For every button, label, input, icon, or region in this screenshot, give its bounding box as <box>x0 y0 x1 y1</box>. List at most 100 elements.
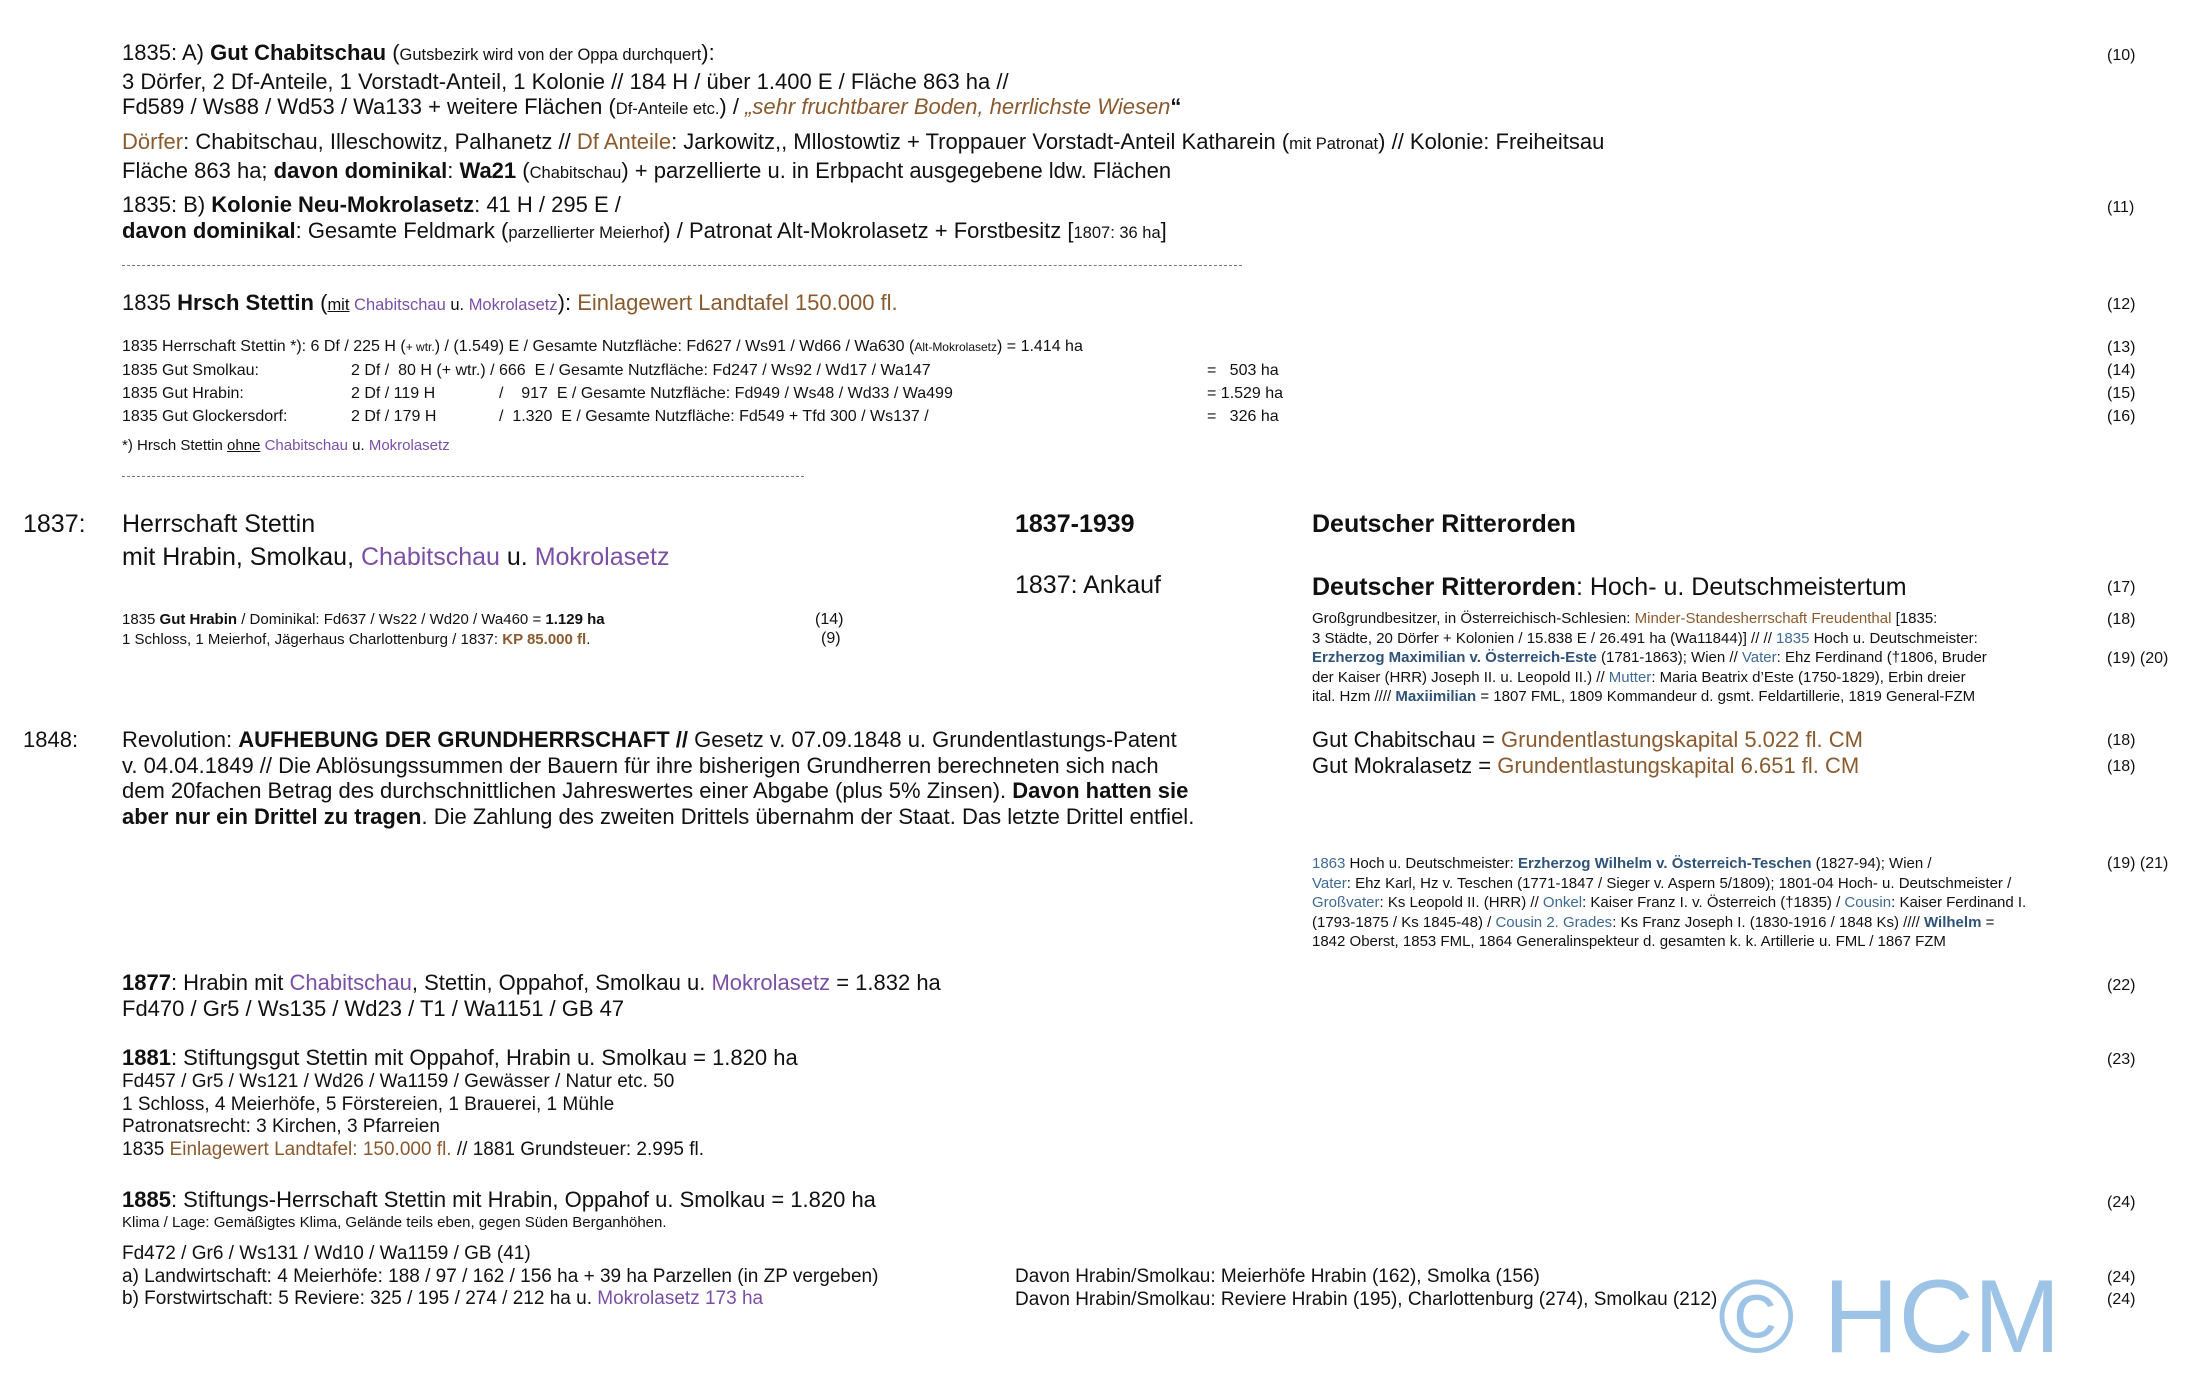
text-segment: Dörfer <box>122 129 184 154</box>
text-line: (1793-1875 / Ks 1845-48) / Cousin 2. Gra… <box>1312 913 2026 933</box>
table-cell: 666 E / Gesamte Nutzfläche: Fd247 / Ws92… <box>499 362 931 379</box>
text-line: Dörfer: Chabitschau, Illeschowitz, Palha… <box>122 129 1604 158</box>
text-line: 1837-1939 <box>1015 508 1135 541</box>
text-segment: b) Forstwirtschaft: 5 Reviere: 325 / 195… <box>122 1288 598 1310</box>
text-segment: : Hoch- u. Deutschmeistertum <box>1575 573 1907 601</box>
text-segment: (1827-94); Wien / <box>1811 855 1932 872</box>
text-segment: 1835 Herrschaft Stettin *): 6 Df / 225 H… <box>122 338 406 355</box>
text-segment: Df Anteile <box>576 129 672 154</box>
text-segment: / Dominikal: Fd637 / Ws22 / Wd20 / Wa460… <box>237 611 546 628</box>
copyright-watermark: © HCM <box>1718 1259 2061 1375</box>
text-segment: 1885 <box>122 1187 171 1212</box>
text-line: a) Landwirtschaft: 4 Meierhöfe: 188 / 97… <box>122 1266 878 1289</box>
text-segment: : Stiftungsgut Stettin mit Oppahof, Hrab… <box>170 1045 798 1070</box>
text-segment: 1.129 ha <box>545 611 605 628</box>
text-line: *) Hrsch Stettin ohne Chabitschau u. Mok… <box>122 436 450 456</box>
text-segment: u. <box>499 543 535 571</box>
text-segment: ( <box>386 40 400 65</box>
ref-number: (14) <box>2107 362 2136 379</box>
text-line: 1881: Stiftungsgut Stettin mit Oppahof, … <box>122 1045 798 1071</box>
text-segment: Wa21 <box>459 157 517 183</box>
section-1885-details: Fd472 / Gr6 / Ws131 / Wd10 / Wa1159 / GB… <box>122 1243 878 1311</box>
section-1835-kolonie: 1835: B) Kolonie Neu-Mokrolasetz: 41 H /… <box>122 192 1167 246</box>
text-segment: Grundentlastungskapital 6.651 fl. CM <box>1497 752 1860 778</box>
section-1877: 1877: Hrabin mit Chabitschau, Stettin, O… <box>122 970 941 1021</box>
text-segment: Einlagewert Landtafel 150.000 fl. <box>577 290 898 315</box>
text-segment: Gesetz v. 07.09.1848 u. Grundentlastungs… <box>687 727 1177 752</box>
table-cell: 1835 Gut Hrabin: <box>122 385 244 402</box>
table-cell: 2 Df / 80 H (+ wtr.) / <box>351 362 495 379</box>
text-segment: Mokrolasetz 173 ha <box>597 1288 764 1310</box>
text-segment: Mokrolasetz <box>368 437 450 454</box>
text-segment: Klima / Lage: Gemäßigtes Klima, Gelände … <box>122 1214 667 1231</box>
text-line: 1 Schloss, 1 Meierhof, Jägerhaus Charlot… <box>122 630 605 650</box>
owner-heading: Deutscher Ritterorden <box>1312 508 1576 541</box>
ref-number: (18) <box>2107 732 2136 749</box>
text-segment: mit Hrabin, Smolkau, <box>122 543 361 571</box>
text-segment: Onkel <box>1542 894 1583 911</box>
text-segment: 1877 <box>122 970 171 995</box>
text-segment: Fd470 / Gr5 / Ws135 / Wd23 / T1 / Wa1151… <box>122 995 625 1021</box>
text-line: 1842 Oberst, 1853 FML, 1864 Generalinspe… <box>1312 932 2026 952</box>
text-segment: : Kaiser Ferdinand I. <box>1891 894 2027 911</box>
text-segment: Chabitschau <box>289 970 412 995</box>
text-segment: Wilhelm <box>1924 913 1982 931</box>
footnote: *) Hrsch Stettin ohne Chabitschau u. Mok… <box>122 436 450 456</box>
text-segment: 1 Schloss, 1 Meierhof, Jägerhaus Charlot… <box>122 630 503 648</box>
text-line: Davon Hrabin/Smolkau: Meierhöfe Hrabin (… <box>1015 1266 1717 1289</box>
text-segment: 1835 <box>122 611 160 628</box>
text-segment: ) / (1.549) E / Gesamte Nutzfläche: Fd62… <box>434 338 915 355</box>
ref-number: (23) <box>2107 1051 2136 1068</box>
text-segment: Fd589 / Ws88 / Wd53 / Wa133 + weitere Fl… <box>122 94 616 119</box>
text-segment: : Ks Franz Joseph I. (1830-1916 / 1848 K… <box>1612 913 1925 931</box>
text-segment: Mokrolasetz <box>534 543 670 571</box>
ref-number: (17) <box>2107 579 2136 596</box>
section-1837-herrschaft: Herrschaft Stettin mit Hrabin, Smolkau, C… <box>122 508 669 574</box>
text-segment: Gut Mokralasetz = <box>1312 752 1498 778</box>
ref-number: (22) <box>2107 977 2136 994</box>
text-segment: Gut Hrabin <box>159 611 238 628</box>
text-segment: 1835: B) <box>122 192 212 217</box>
text-line: Vater: Ehz Karl, Hz v. Teschen (1771-184… <box>1312 874 2026 894</box>
table-1835-gueter: 1835 Gut Smolkau: 2 Df / 80 H (+ wtr.) /6… <box>122 359 1327 428</box>
text-segment: : Jarkowitz,, Mllostowtiz + Troppauer Vo… <box>671 129 1290 154</box>
text-segment: Kolonie Neu-Mokrolasetz <box>211 192 475 217</box>
text-segment: [1835: <box>1891 610 1938 627</box>
text-line: Fläche 863 ha; davon dominikal: Wa21 (Ch… <box>122 158 1604 187</box>
section-1885-klima: Klima / Lage: Gemäßigtes Klima, Gelände … <box>122 1213 667 1233</box>
text-segment: : Hrabin mit <box>170 970 290 995</box>
text-segment: 1807: 36 ha <box>1073 223 1161 242</box>
text-segment: = 1807 FML, 1809 Kommandeur d. gsmt. Fel… <box>1476 688 1976 705</box>
text-segment: (1781-1863); Wien // <box>1596 649 1742 666</box>
text-segment: Mutter <box>1608 668 1652 686</box>
text-segment: 1881 <box>122 1045 171 1070</box>
text-line: Großvater: Ks Leopold II. (HRR) // Onkel… <box>1312 893 2026 913</box>
text-segment: 1835 <box>122 1139 170 1161</box>
text-segment: : Ks Leopold II. (HRR) // <box>1379 894 1543 911</box>
text-segment: ) = 1.414 ha <box>997 338 1083 355</box>
table-cell: = 326 ha <box>1207 408 1279 425</box>
table-row-herrschaft-stettin: 1835 Herrschaft Stettin *): 6 Df / 225 H… <box>122 335 1083 359</box>
text-segment: ) // Kolonie: Freiheitsau <box>1378 129 1605 154</box>
text-line: Fd589 / Ws88 / Wd53 / Wa133 + weitere Fl… <box>122 94 1181 123</box>
text-segment: : Stiftungs-Herrschaft Stettin mit Hrabi… <box>170 1187 876 1212</box>
text-segment: ) + parzellierte u. in Erbpacht ausgegeb… <box>621 157 1172 183</box>
text-segment: Maxiimilian <box>1395 688 1477 705</box>
ankauf-1837: 1837: Ankauf <box>1015 569 1161 602</box>
text-segment: ital. Hzm //// <box>1312 688 1396 705</box>
text-segment: Alt-Mokrolasetz <box>914 340 997 354</box>
text-segment: Hoch u. Deutschmeister: <box>1345 855 1518 872</box>
ref-number: (24) <box>2107 1291 2136 1308</box>
owner-subheading: Deutscher Ritterorden: Hoch- u. Deutschm… <box>1312 571 1907 604</box>
text-line: Erzherzog Maximilian v. Österreich-Este … <box>1312 648 1987 668</box>
text-segment: : Ehz Karl, Hz v. Teschen (1771-1847 / S… <box>1346 874 2012 892</box>
text-line: Gut Mokralasetz = Grundentlastungskapita… <box>1312 753 1863 779</box>
text-line: dem 20fachen Betrag des durchschnittlich… <box>122 778 1194 804</box>
text-segment: Mokrolasetz <box>468 296 558 314</box>
text-segment: : Maria Beatrix d’Este (1750-1829), Erbi… <box>1651 668 1966 686</box>
text-segment: 1842 Oberst, 1853 FML, 1864 Generalinspe… <box>1312 933 1946 950</box>
text-segment: Herrschaft Stettin <box>122 510 316 538</box>
text-segment: 1835 <box>122 290 178 315</box>
text-segment: Großgrundbesitzer, in Österreichisch-Sch… <box>1312 610 1635 627</box>
year-1837: 1837: <box>23 510 86 538</box>
